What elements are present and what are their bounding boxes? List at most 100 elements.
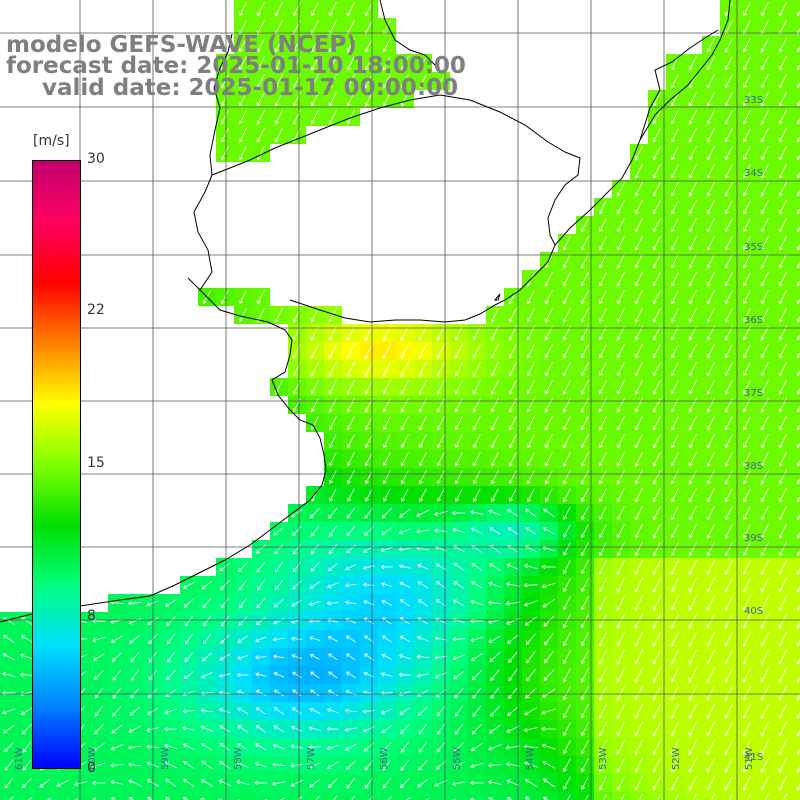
wind-arrow bbox=[688, 595, 698, 611]
wind-arrow-head bbox=[563, 767, 568, 772]
wind-arrow-head bbox=[255, 638, 260, 643]
wind-cell bbox=[792, 342, 800, 360]
wind-cell bbox=[738, 792, 756, 800]
wind-arrow bbox=[239, 2, 247, 16]
wind-arrow bbox=[437, 434, 445, 448]
wind-arrow bbox=[743, 308, 751, 322]
wind-arrow-head bbox=[742, 372, 747, 377]
wind-arrow bbox=[488, 635, 502, 643]
wind-arrow-head bbox=[706, 552, 711, 557]
wind-arrow-head bbox=[399, 581, 404, 586]
wind-arrow-head bbox=[218, 779, 223, 784]
wind-arrow bbox=[527, 470, 535, 484]
wind-arrow-head bbox=[580, 660, 585, 665]
wind-arrow bbox=[725, 542, 733, 556]
wind-arrow-head bbox=[362, 709, 367, 714]
wind-arrow bbox=[581, 704, 589, 718]
wind-arrow-head bbox=[544, 641, 549, 646]
wind-arrow bbox=[761, 236, 769, 250]
wind-arrow-head bbox=[254, 654, 259, 660]
wind-cell bbox=[36, 792, 54, 800]
wind-arrow bbox=[688, 703, 698, 719]
wind-arrow bbox=[617, 757, 625, 773]
wind-arrow-head bbox=[760, 786, 765, 791]
wind-arrow bbox=[796, 676, 800, 683]
wind-arrow bbox=[545, 326, 553, 340]
wind-arrow-head bbox=[634, 696, 639, 701]
model-name: modelo GEFS-WAVE (NCEP) bbox=[6, 32, 357, 58]
wind-arrow-head bbox=[724, 120, 729, 125]
wind-arrow bbox=[387, 796, 392, 800]
wind-arrow bbox=[542, 582, 556, 588]
wind-arrow bbox=[419, 379, 427, 395]
wind-arrow bbox=[417, 673, 429, 677]
wind-arrow-head bbox=[328, 336, 333, 341]
wind-arrow-head bbox=[724, 66, 729, 71]
wind-arrow bbox=[581, 542, 589, 556]
wind-arrow-head bbox=[688, 246, 693, 251]
wind-arrow-head bbox=[706, 606, 711, 611]
wind-arrow-head bbox=[634, 408, 639, 413]
wind-arrow-head bbox=[327, 567, 332, 572]
wind-arrow-head bbox=[273, 620, 278, 625]
wind-arrow bbox=[724, 775, 734, 791]
wind-arrow-head bbox=[580, 372, 585, 377]
wind-arrow-head bbox=[490, 372, 495, 377]
wind-arrow bbox=[328, 653, 338, 661]
wind-arrow-head bbox=[416, 654, 421, 659]
wind-arrow-head bbox=[706, 498, 711, 503]
wind-arrow bbox=[470, 511, 484, 515]
wind-arrow-head bbox=[670, 156, 675, 161]
wind-arrow-head bbox=[724, 336, 729, 341]
wind-arrow bbox=[488, 510, 502, 516]
wind-arrow-head bbox=[238, 48, 243, 53]
wind-arrow bbox=[671, 380, 679, 394]
wind-arrow bbox=[309, 778, 321, 788]
wind-arrow-head bbox=[328, 653, 333, 658]
wind-arrow-head bbox=[724, 156, 729, 161]
wind-arrow-head bbox=[506, 509, 512, 513]
wind-arrow-head bbox=[526, 444, 531, 449]
wind-arrow bbox=[94, 687, 104, 699]
wind-arrow bbox=[275, 110, 283, 124]
wind-arrow-head bbox=[760, 354, 765, 359]
wind-arrow-head bbox=[238, 586, 243, 591]
wind-arrow-head bbox=[164, 761, 169, 766]
wind-arrow-head bbox=[220, 156, 225, 161]
wind-arrow-head bbox=[328, 318, 333, 323]
wind-arrow-head bbox=[451, 781, 457, 786]
wind-arrow-head bbox=[292, 372, 297, 377]
wind-arrow-head bbox=[796, 696, 800, 701]
wind-arrow-head bbox=[127, 745, 132, 750]
wind-arrow-head bbox=[742, 642, 747, 647]
wind-arrow bbox=[424, 798, 430, 800]
wind-arrow-head bbox=[310, 408, 315, 413]
wind-arrow bbox=[541, 708, 557, 714]
wind-arrow-head bbox=[418, 408, 423, 413]
wind-arrow bbox=[707, 290, 715, 304]
wind-arrow-head bbox=[292, 532, 297, 537]
wind-arrow bbox=[311, 38, 319, 52]
wind-arrow bbox=[653, 757, 661, 773]
wind-arrow bbox=[761, 272, 769, 286]
wind-arrow bbox=[453, 670, 465, 680]
wind-arrow bbox=[490, 705, 500, 717]
wind-arrow bbox=[525, 796, 531, 800]
wind-arrow-head bbox=[470, 527, 476, 532]
wind-arrow bbox=[599, 398, 607, 412]
wind-arrow bbox=[779, 236, 787, 250]
wind-arrow-head bbox=[327, 765, 332, 769]
wind-arrow-head bbox=[148, 640, 153, 645]
wind-arrow-head bbox=[742, 588, 747, 593]
wind-arrow bbox=[599, 721, 607, 737]
wind-arrow bbox=[542, 744, 556, 750]
wind-arrow bbox=[617, 200, 625, 214]
wind-arrow-head bbox=[22, 784, 26, 789]
wind-arrow bbox=[797, 352, 800, 358]
wind-arrow bbox=[166, 633, 176, 645]
lat-label: 36S bbox=[744, 315, 763, 326]
wind-arrow-head bbox=[545, 497, 549, 503]
wind-arrow bbox=[725, 92, 733, 106]
wind-arrow-head bbox=[74, 798, 78, 800]
wind-arrow bbox=[147, 796, 153, 800]
